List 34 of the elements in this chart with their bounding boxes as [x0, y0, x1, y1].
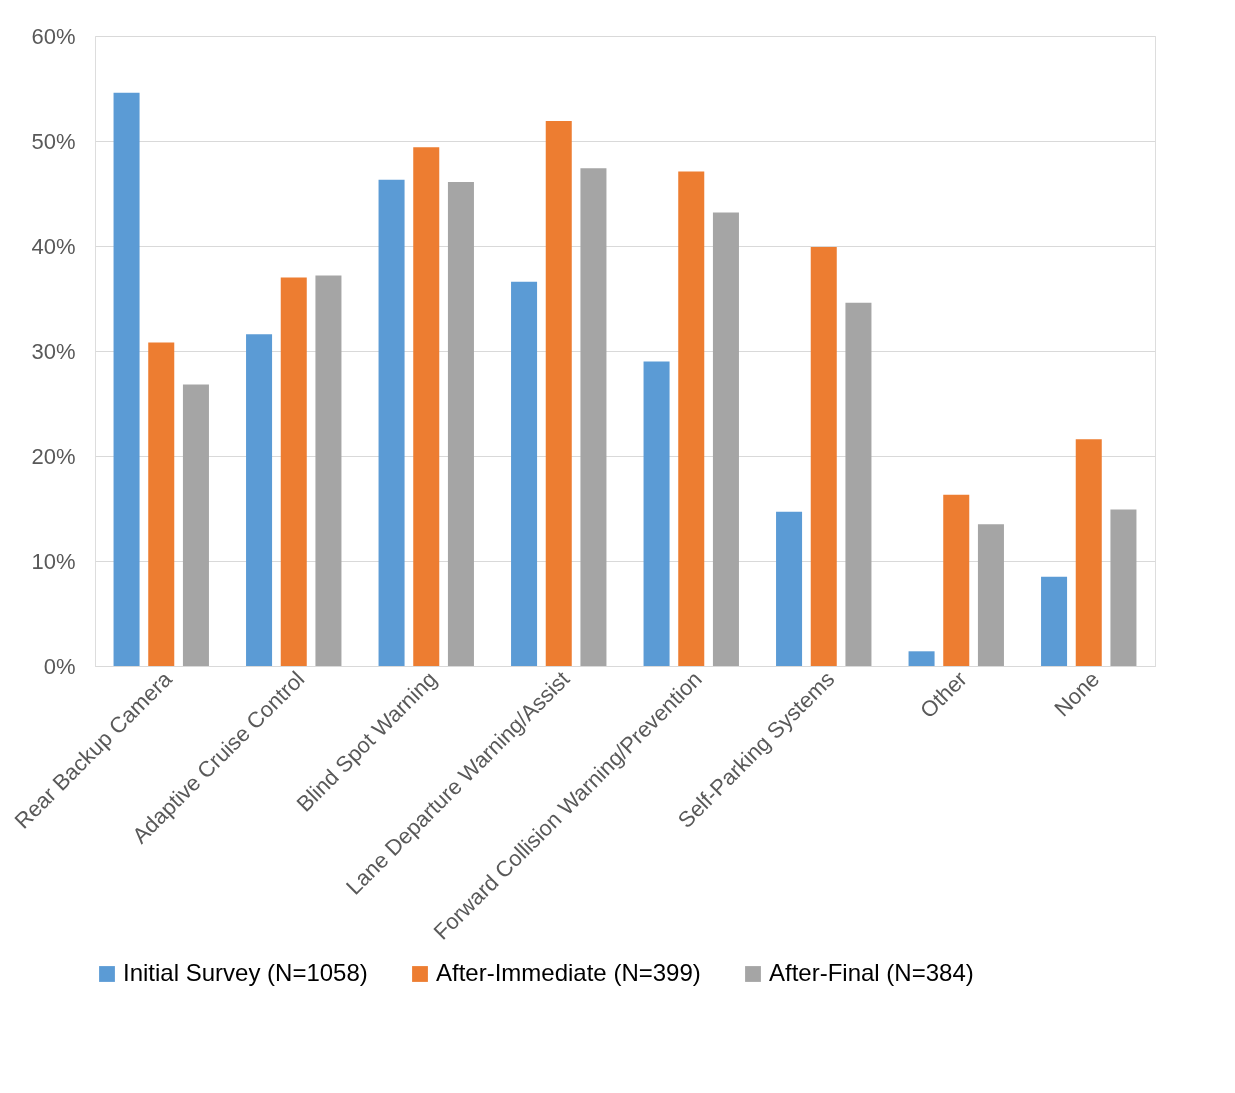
bar	[378, 179, 405, 666]
bar	[447, 181, 474, 666]
bar	[845, 302, 872, 666]
y-tick-label: 10%	[31, 548, 76, 574]
bar	[413, 147, 440, 666]
bar	[908, 651, 935, 666]
bar	[580, 168, 607, 666]
bar	[113, 92, 140, 666]
bar	[545, 121, 572, 666]
legend-label: After-Final (N=384)	[769, 959, 974, 986]
bar	[246, 334, 273, 666]
bar	[182, 384, 209, 666]
y-tick-label: 0%	[43, 653, 76, 679]
bar	[977, 524, 1004, 666]
y-tick-label: 20%	[31, 443, 76, 469]
bar	[1041, 576, 1068, 666]
y-tick-label: 50%	[31, 128, 76, 154]
bar	[810, 247, 837, 666]
bar	[1110, 509, 1137, 666]
bar	[678, 171, 705, 666]
bar	[511, 281, 538, 666]
bar	[315, 275, 342, 666]
bar	[943, 494, 970, 666]
bar	[776, 511, 803, 666]
y-tick-label: 60%	[31, 23, 76, 49]
legend-label: After-Immediate (N=399)	[436, 959, 701, 986]
legend-label: Initial Survey (N=1058)	[123, 959, 368, 986]
bar	[148, 342, 175, 666]
bar	[1075, 439, 1102, 666]
bar	[280, 277, 307, 666]
y-tick-label: 40%	[31, 233, 76, 259]
bar	[712, 212, 739, 666]
y-tick-label: 30%	[31, 338, 76, 364]
bar	[643, 361, 670, 666]
